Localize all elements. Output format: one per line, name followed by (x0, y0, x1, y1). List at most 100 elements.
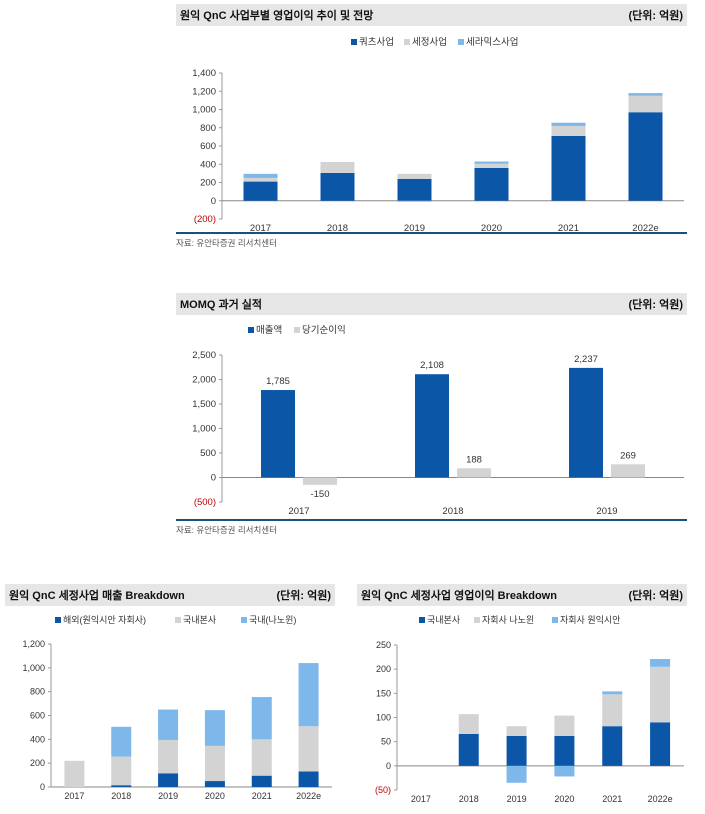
chart1-svg: 쿼츠사업 세정사업 세라믹스사업 (200) 0 200 400 600 800 1,000 1,2… (192, 36, 684, 232)
legend-swatch-0 (248, 327, 254, 333)
legend-swatch-0 (55, 617, 61, 623)
chart3-header: 원익 QnC 세정사업 매출 Breakdown (단위: 억원) (5, 584, 335, 606)
y-tick-label: (200) (194, 214, 216, 225)
legend-label-0: 국내본사 (427, 615, 461, 625)
chart1-panel: 원익 QnC 사업부별 영업이익 추이 및 전망 (단위: 억원) 쿼츠사업 세정… (176, 4, 687, 249)
legend-label-0: 해외(원익시안 자회사) (63, 614, 146, 625)
bar-2020-series-0 (474, 167, 509, 201)
bar-2021-series-2 (551, 122, 586, 126)
x-tick-label: 2019 (507, 794, 527, 804)
bar-2020-series-1 (554, 715, 575, 736)
chart3-svg: 해외(원익시안 자회사) 국내본사 국내(나노윈) 0 200 400 600 800 1,00… (22, 614, 332, 801)
y-tick-label: 200 (376, 664, 391, 674)
bar-2022e-series-2 (650, 659, 671, 667)
legend-swatch-2 (458, 39, 464, 45)
y-tick-label: 200 (200, 178, 216, 189)
y-tick-label: 2,000 (192, 375, 216, 386)
bar-2018-series-1 (320, 161, 355, 173)
y-tick-label: 150 (376, 688, 391, 698)
chart3-panel: 원익 QnC 세정사업 매출 Breakdown (단위: 억원) 해외(원익시… (5, 584, 335, 812)
x-tick-label: 2022e (632, 223, 658, 232)
legend-swatch-2 (552, 617, 558, 623)
y-tick-label: 100 (376, 713, 391, 723)
x-tick-label: 2019 (158, 791, 178, 801)
legend-label-1: 국내본사 (183, 615, 217, 625)
bar-2019-series-1 (611, 464, 645, 478)
y-tick-label: 1,200 (22, 639, 45, 649)
y-tick-label: 600 (30, 711, 45, 721)
chart2-source: 자료: 유안타증권 리서치센터 (176, 525, 277, 535)
bar-2018-series-1 (111, 756, 132, 786)
data-label-2018-series-0: 2,108 (420, 360, 444, 371)
y-tick-label: 50 (381, 737, 391, 747)
bar-2018-series-0 (415, 374, 449, 478)
bar-2022e-series-1 (650, 666, 671, 723)
x-tick-label: 2022e (296, 791, 321, 801)
x-tick-label: 2018 (459, 794, 479, 804)
bar-2021-series-0 (251, 775, 272, 787)
x-tick-label: 2022e (648, 794, 673, 804)
x-tick-label: 2017 (288, 506, 309, 517)
x-tick-label: 2019 (596, 506, 617, 517)
chart4-panel: 원익 QnC 세정사업 영업이익 Breakdown (단위: 억원) 국내본사… (357, 584, 687, 812)
x-tick-label: 2017 (64, 791, 84, 801)
chart1-bottom-rule (176, 232, 687, 234)
legend-swatch-1 (474, 617, 480, 623)
bar-2021-series-2 (251, 697, 272, 740)
data-label-2019-series-0: 2,237 (574, 354, 598, 365)
bar-2022e-series-2 (298, 663, 319, 727)
y-tick-label: 1,500 (192, 399, 216, 410)
bar-2021-series-0 (602, 726, 623, 766)
bar-2022e-series-0 (298, 771, 319, 787)
y-tick-label: 0 (40, 782, 45, 792)
chart3-title: 원익 QnC 세정사업 매출 Breakdown (9, 590, 185, 602)
bar-2020-series-1 (204, 745, 225, 782)
bar-2019-series-1 (397, 173, 432, 179)
y-tick-label: 800 (30, 687, 45, 697)
x-tick-label: 2018 (111, 791, 131, 801)
legend-swatch-0 (419, 617, 425, 623)
y-tick-label: 0 (386, 761, 391, 771)
bar-2017-series-0 (261, 390, 295, 478)
bar-2017-series-2 (243, 173, 278, 178)
chart2-bottom-rule (176, 519, 687, 521)
bar-2021-series-2 (602, 691, 623, 695)
legend-label-2: 자회사 원익시안 (560, 614, 620, 625)
bar-2017-series-1 (303, 477, 337, 485)
bar-2019-series-0 (397, 178, 432, 201)
bar-2021-series-1 (551, 125, 586, 136)
x-tick-label: 2018 (327, 223, 348, 232)
legend-label-2: 국내(나노윈) (249, 615, 296, 625)
x-tick-label: 2020 (554, 794, 574, 804)
legend-swatch-1 (175, 617, 181, 623)
chart2-unit: (단위: 억원) (628, 299, 683, 311)
x-tick-label: 2021 (602, 794, 622, 804)
bar-2019-series-0 (506, 735, 527, 766)
y-tick-label: 1,000 (192, 424, 216, 435)
chart2-panel: MOMQ 과거 실적 (단위: 억원) 매출액 당기순이익 (500) 0 500 1,0… (176, 293, 687, 538)
chart4-unit: (단위: 억원) (628, 590, 683, 602)
bar-2019-series-0 (569, 367, 603, 478)
chart1-source: 자료: 유안타증권 리서치센터 (176, 238, 277, 248)
y-tick-label: (50) (375, 785, 391, 795)
chart2-title: MOMQ 과거 실적 (180, 299, 263, 311)
y-tick-label: 800 (200, 123, 216, 134)
chart1-header: 원익 QnC 사업부별 영업이익 추이 및 전망 (단위: 억원) (176, 4, 687, 26)
chart2-header: MOMQ 과거 실적 (단위: 억원) (176, 293, 687, 315)
y-tick-label: 600 (200, 141, 216, 152)
legend-label-1: 당기순이익 (302, 324, 346, 336)
bar-2018-series-1 (457, 468, 491, 478)
bar-2018-series-1 (458, 714, 479, 734)
bar-2019-series-2 (506, 765, 527, 783)
bar-2021-series-1 (251, 739, 272, 776)
bar-2021-series-0 (551, 135, 586, 201)
chart4-header: 원익 QnC 세정사업 영업이익 Breakdown (단위: 억원) (357, 584, 687, 606)
x-tick-label: 2020 (205, 791, 225, 801)
y-tick-label: 1,400 (192, 68, 216, 79)
x-tick-label: 2017 (411, 794, 431, 804)
chart4-title: 원익 QnC 세정사업 영업이익 Breakdown (361, 590, 557, 602)
y-tick-label: 0 (211, 196, 216, 207)
x-tick-label: 2020 (481, 223, 502, 232)
y-tick-label: 200 (30, 758, 45, 768)
chart1-unit: (단위: 억원) (628, 10, 683, 22)
